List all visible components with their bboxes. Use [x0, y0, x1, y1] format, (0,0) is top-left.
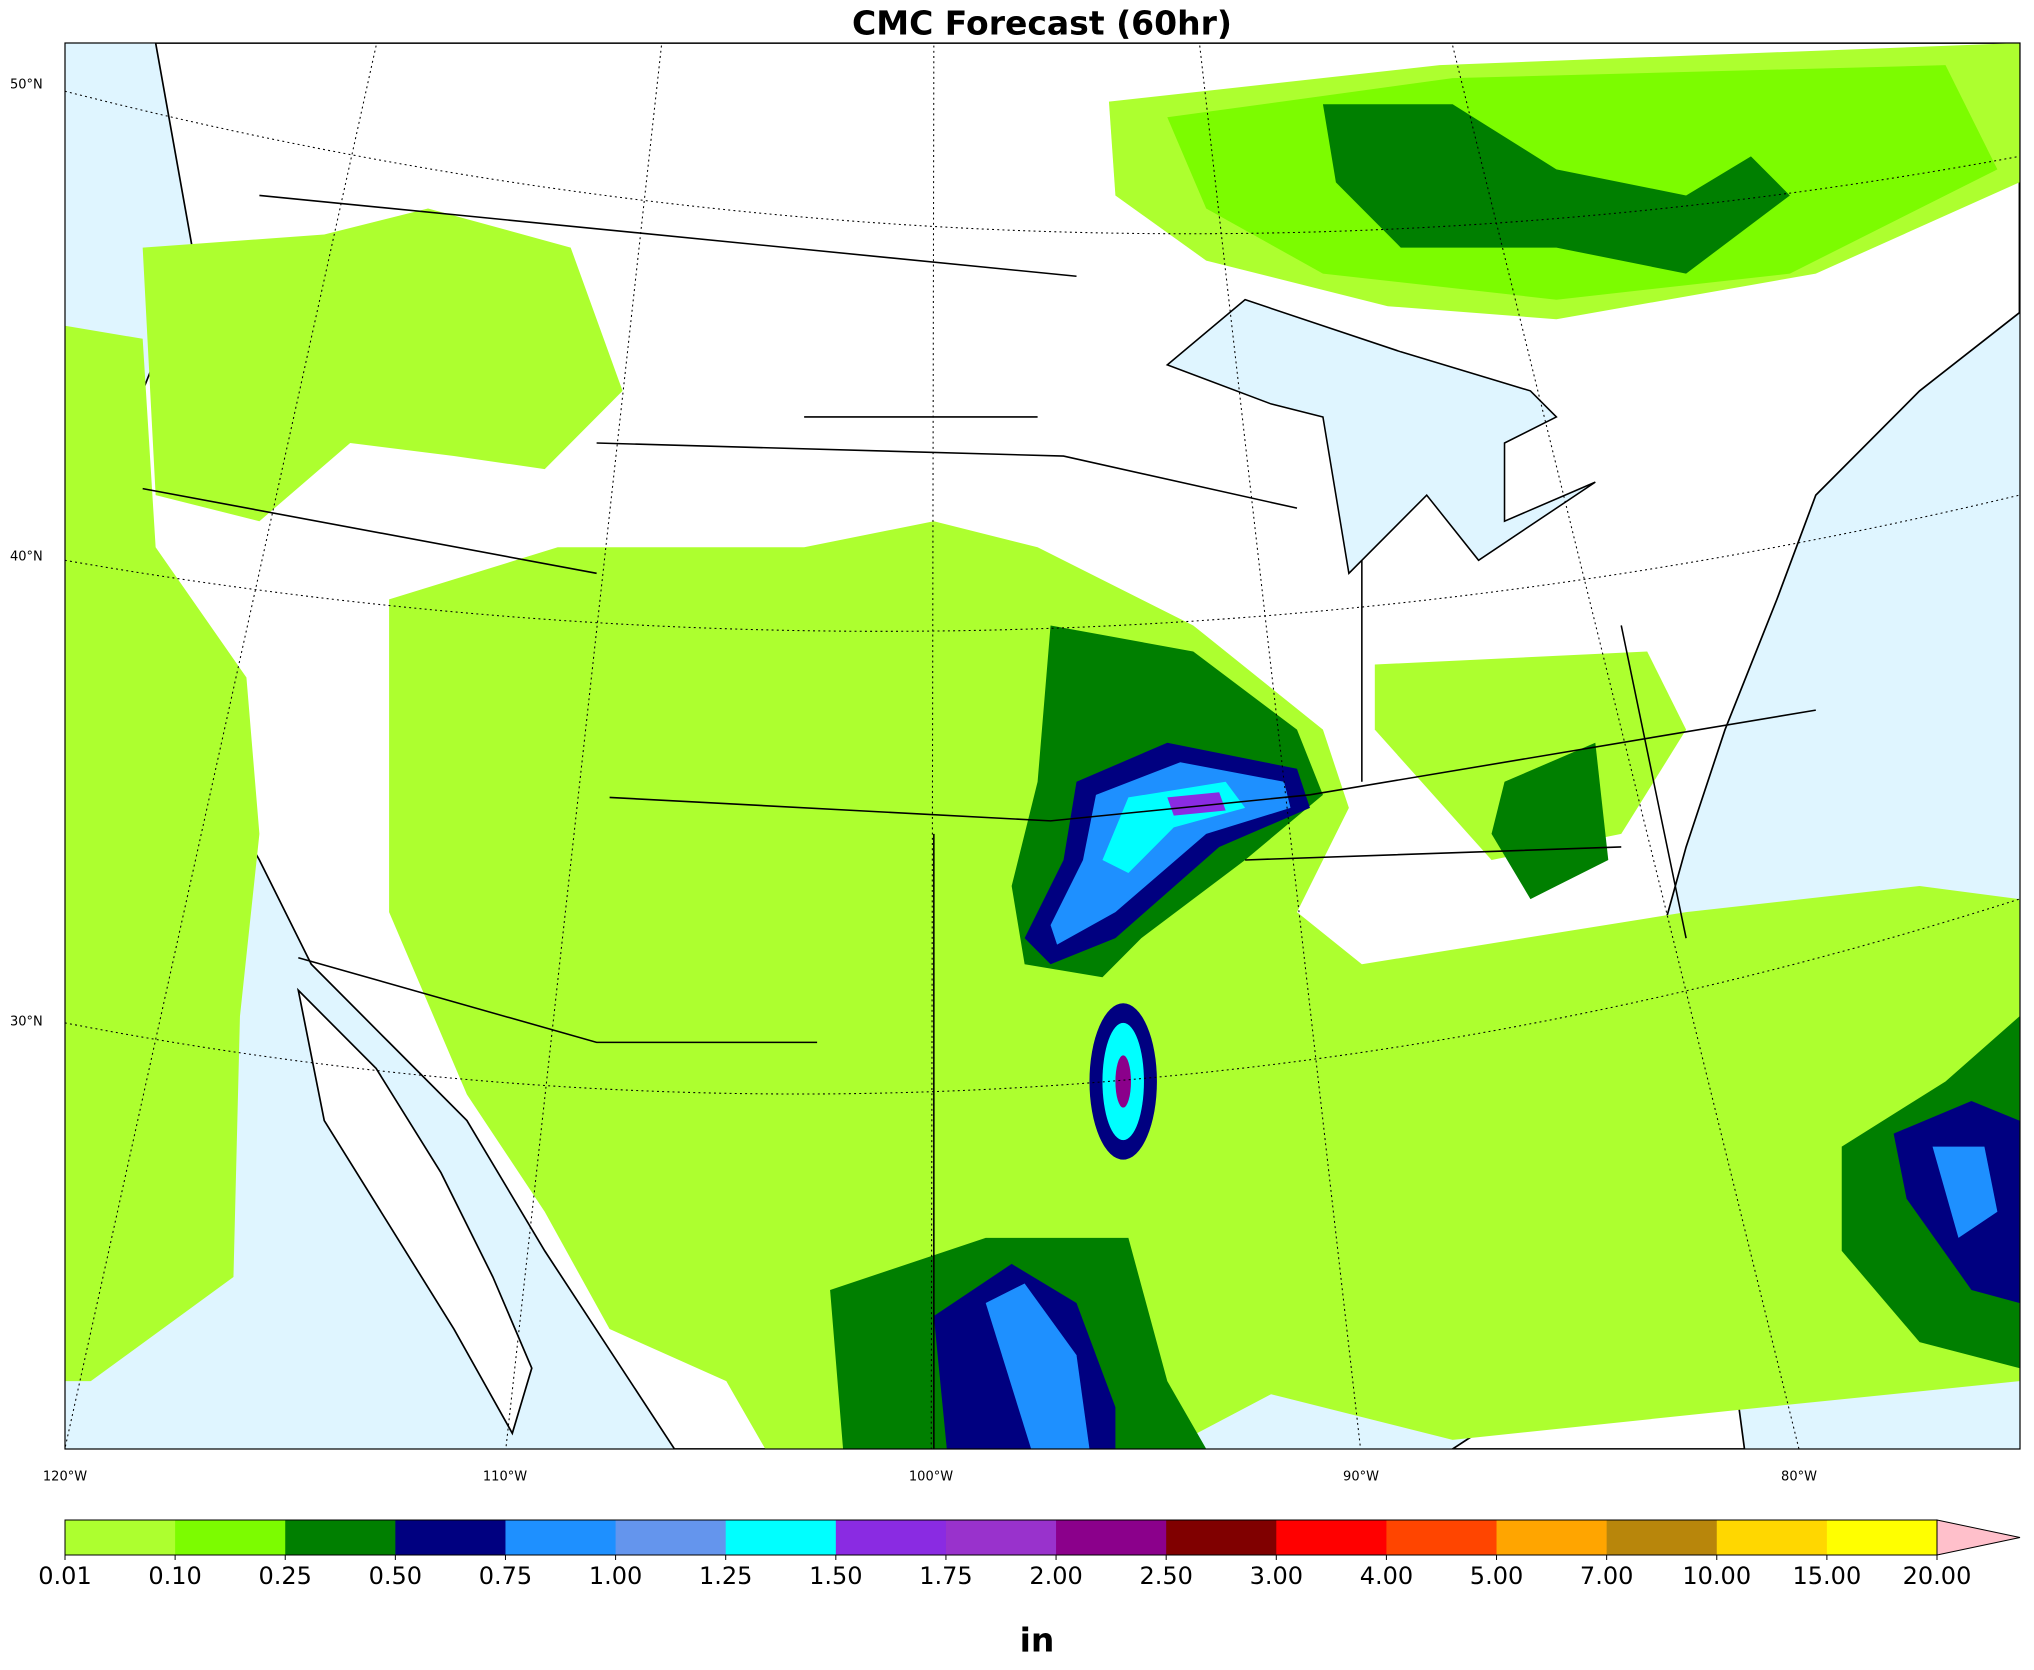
precip-south-texas-075	[985, 1283, 1090, 1449]
precip-plains-150	[1167, 792, 1226, 816]
precip-east	[1374, 651, 1687, 860]
precip-georgia	[1491, 742, 1609, 900]
baja	[296, 987, 533, 1436]
title: CMC Forecast (60hr)	[852, 4, 1232, 43]
colorbar-segment	[1826, 1520, 1938, 1555]
colorbar-tick-label: 0.10	[148, 1562, 201, 1590]
precip-florida-075	[1932, 1146, 1998, 1238]
colorbar-tick-label: 4.00	[1360, 1562, 1413, 1590]
colorbar-tick-label: 0.01	[38, 1562, 91, 1590]
colorbar-tick-label: 1.75	[919, 1562, 972, 1590]
colorbar-segment	[285, 1520, 396, 1555]
colorbar-tick-label: 20.00	[1903, 1562, 1972, 1590]
colorbar-tick-label: 1.00	[589, 1562, 642, 1590]
colorbar-tick-label: 2.00	[1029, 1562, 1082, 1590]
state-borders	[142, 194, 1816, 1449]
colorbar-tick-label: 7.00	[1580, 1562, 1633, 1590]
lat-label: 50°N	[10, 78, 43, 93]
colorbar-segment	[1606, 1520, 1718, 1555]
precip-nw	[142, 208, 623, 522]
colorbar-tick-label: 5.00	[1470, 1562, 1523, 1590]
colorbar-tick-label: 0.50	[369, 1562, 422, 1590]
map-frame	[64, 42, 2021, 1450]
colorbar-segment	[395, 1520, 506, 1555]
colorbar-segment	[1496, 1520, 1608, 1555]
colorbar-frame	[64, 1519, 1938, 1556]
colorbar-segment	[615, 1520, 727, 1555]
colorbar-segment	[505, 1520, 617, 1555]
colorbar-segment	[725, 1520, 837, 1555]
lat-label: 40°N	[10, 550, 43, 565]
colorbar-segment	[945, 1520, 1057, 1555]
lat-label: 30°N	[10, 1015, 43, 1030]
precip-west	[65, 325, 260, 1382]
map-layer	[65, 43, 2020, 1449]
colorbar-tick-label: 2.50	[1139, 1562, 1192, 1590]
precip-canada-heavy	[1322, 104, 1790, 274]
colorbar-tick-label: 10.00	[1682, 1562, 1751, 1590]
colorbar-label: in	[1020, 1621, 1055, 1660]
lon-label: 110°W	[483, 1470, 527, 1485]
colorbar-segment	[1276, 1520, 1387, 1555]
lon-label: 100°W	[909, 1470, 953, 1485]
colorbar-tick-label: 1.50	[809, 1562, 862, 1590]
colorbar-segment	[175, 1520, 286, 1555]
colorbar-segment	[1166, 1520, 1277, 1555]
precip-louisiana-max	[1115, 1055, 1131, 1108]
lon-label: 90°W	[1343, 1470, 1379, 1485]
colorbar-extend	[1936, 1519, 2021, 1556]
colorbar-tick-label: 1.25	[699, 1562, 752, 1590]
lon-label: 80°W	[1781, 1470, 1817, 1485]
lon-label: 120°W	[43, 1470, 87, 1485]
colorbar-tick-label: 15.00	[1793, 1562, 1862, 1590]
colorbar-tick-label: 0.75	[479, 1562, 532, 1590]
colorbar-segment	[1386, 1520, 1498, 1555]
colorbar-tick-label: 3.00	[1250, 1562, 1303, 1590]
great-lakes	[1165, 298, 1596, 575]
colorbar-segment	[65, 1520, 176, 1555]
map	[65, 43, 2020, 1449]
graticule	[65, 45, 2020, 1449]
colorbar-segment	[1716, 1520, 1828, 1555]
colorbar-segment	[835, 1520, 947, 1555]
colorbar-tick-label: 0.25	[259, 1562, 312, 1590]
precip-central	[389, 521, 2020, 1449]
colorbar-segment	[1056, 1520, 1167, 1555]
